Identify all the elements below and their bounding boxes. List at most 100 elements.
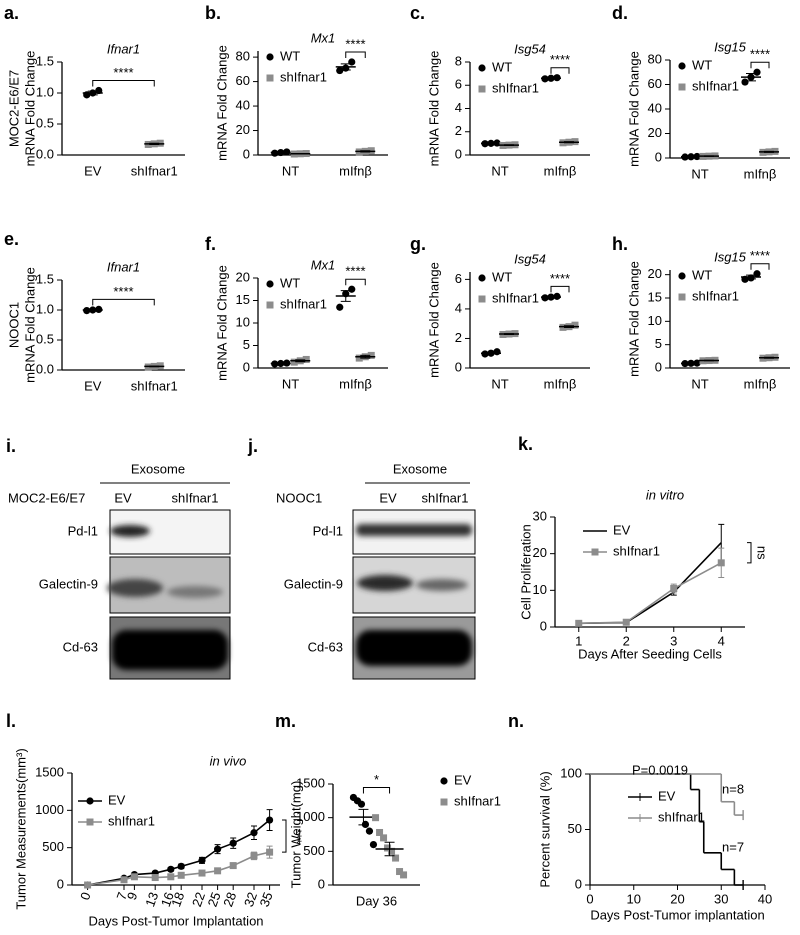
error-bar bbox=[546, 77, 556, 80]
y-tick-label: 0 bbox=[575, 876, 582, 891]
y-tick-label: 6 bbox=[455, 271, 462, 286]
x-tick-label: NT bbox=[691, 376, 708, 391]
y-tick-label: 10 bbox=[236, 314, 250, 329]
significance-bracket bbox=[282, 819, 287, 853]
square-marker bbox=[130, 873, 138, 881]
lane-label: EV bbox=[379, 490, 397, 505]
panel-label: g. bbox=[410, 234, 426, 254]
legend-label: shIfnar1 bbox=[280, 296, 327, 311]
chart-title: Mx1 bbox=[311, 30, 336, 45]
y-tick-label: 5 bbox=[655, 336, 662, 351]
chart-title: in vitro bbox=[646, 487, 684, 502]
y-tick-label: 20 bbox=[648, 125, 662, 140]
error-bar bbox=[360, 150, 371, 153]
square-marker bbox=[214, 867, 222, 875]
circle-marker bbox=[336, 303, 344, 311]
panel-label: k. bbox=[518, 434, 533, 454]
circle-marker bbox=[86, 797, 94, 805]
square-marker bbox=[167, 873, 175, 881]
y-tick-label: 20 bbox=[236, 122, 250, 137]
x-tick-label: NT bbox=[282, 163, 299, 178]
square-marker bbox=[717, 559, 725, 567]
x-tick-label: Day 36 bbox=[356, 893, 397, 908]
y-tick-label: 0 bbox=[540, 618, 547, 633]
x-tick-label: mIfnβ bbox=[544, 376, 577, 391]
square-marker bbox=[384, 844, 392, 852]
y-tick-label: 80 bbox=[648, 51, 662, 66]
y-tick-label: 1500 bbox=[35, 764, 64, 779]
y-tick-label: 1.0 bbox=[36, 301, 54, 316]
x-tick-label: 32 bbox=[241, 890, 260, 909]
x-tick-label: 30 bbox=[714, 891, 728, 906]
row-label: Pd-l1 bbox=[313, 523, 343, 538]
circle-marker bbox=[167, 865, 175, 873]
square-marker bbox=[367, 351, 375, 359]
chart-title: in vivo bbox=[210, 753, 247, 768]
square-marker bbox=[392, 854, 400, 862]
y-tick-label: 500 bbox=[303, 843, 325, 858]
series-line bbox=[578, 562, 722, 625]
blot-j: j. Exosome NOOC1 EV shIfnar1 Pd-l1 Galec… bbox=[247, 436, 476, 680]
cell-line: MOC2-E6/E7 bbox=[8, 490, 85, 505]
x-tick-label: 4 bbox=[718, 633, 725, 648]
significance-label: **** bbox=[113, 65, 133, 80]
y-axis-label: mRNA Fold Change bbox=[426, 51, 441, 167]
y-tick-label: 0 bbox=[455, 146, 462, 161]
x-tick-label: mIfnβ bbox=[339, 163, 372, 178]
x-tick-label: 3 bbox=[670, 633, 677, 648]
legend-label: EV bbox=[658, 788, 676, 803]
y-tick-label: 1500 bbox=[296, 775, 325, 790]
panel-label: h. bbox=[612, 234, 628, 254]
circle-marker bbox=[336, 66, 344, 75]
chart-title: Isg54 bbox=[514, 41, 546, 56]
x-tick-label: 40 bbox=[758, 891, 772, 906]
square-marker bbox=[380, 834, 388, 842]
legend-label: shIfnar1 bbox=[492, 290, 539, 305]
circle-marker bbox=[365, 827, 374, 835]
x-tick-label: 1 bbox=[575, 633, 582, 648]
y-axis-label: Cell Proliferation bbox=[518, 524, 533, 619]
circle-marker bbox=[266, 280, 274, 288]
chart-title: Isg15 bbox=[714, 249, 747, 264]
y-tick-label: 2 bbox=[455, 123, 462, 138]
significance-label: ns bbox=[755, 546, 770, 560]
circle-marker bbox=[266, 816, 274, 824]
square-marker bbox=[302, 355, 310, 363]
circle-marker bbox=[440, 777, 448, 785]
row-label: Pd-l1 bbox=[68, 523, 98, 538]
significance-bracket bbox=[345, 51, 366, 59]
y-axis-label: mRNA Fold Change bbox=[426, 262, 441, 378]
legend-label: WT bbox=[692, 267, 712, 282]
x-tick-label: EV bbox=[84, 163, 102, 178]
y-tick-label: 1000 bbox=[296, 809, 325, 824]
y-tick-label: 0.0 bbox=[36, 361, 54, 376]
y-tick-label: 5 bbox=[243, 337, 250, 352]
panel-label: n. bbox=[508, 711, 524, 731]
y-tick-label: 60 bbox=[236, 73, 250, 88]
error-bar bbox=[87, 90, 98, 96]
x-tick-label: 0 bbox=[77, 890, 94, 902]
panel-label: i. bbox=[6, 436, 16, 456]
error-bar bbox=[564, 141, 574, 144]
x-tick-label: 20 bbox=[670, 891, 684, 906]
blot-strip bbox=[109, 509, 231, 555]
panel-label: c. bbox=[410, 3, 425, 23]
y-tick-label: 0.5 bbox=[36, 115, 54, 130]
band bbox=[167, 586, 223, 598]
panel-label: f. bbox=[205, 234, 216, 254]
circle-marker bbox=[478, 274, 486, 282]
square-marker bbox=[478, 295, 486, 303]
significance-bracket bbox=[750, 61, 770, 69]
circle-marker bbox=[266, 53, 274, 61]
significance-label: **** bbox=[750, 248, 770, 263]
y-tick-label: 2 bbox=[455, 330, 462, 345]
significance-label: **** bbox=[750, 47, 770, 62]
square-marker bbox=[120, 876, 128, 884]
error-bar bbox=[486, 351, 496, 355]
x-tick-label: 25 bbox=[205, 890, 224, 909]
error-bar bbox=[764, 150, 774, 153]
chart-title: Ifnar1 bbox=[107, 41, 140, 56]
y-tick-label: 4 bbox=[455, 100, 462, 115]
x-tick-label: mIfnβ bbox=[744, 376, 777, 391]
significance-label: **** bbox=[345, 264, 365, 279]
